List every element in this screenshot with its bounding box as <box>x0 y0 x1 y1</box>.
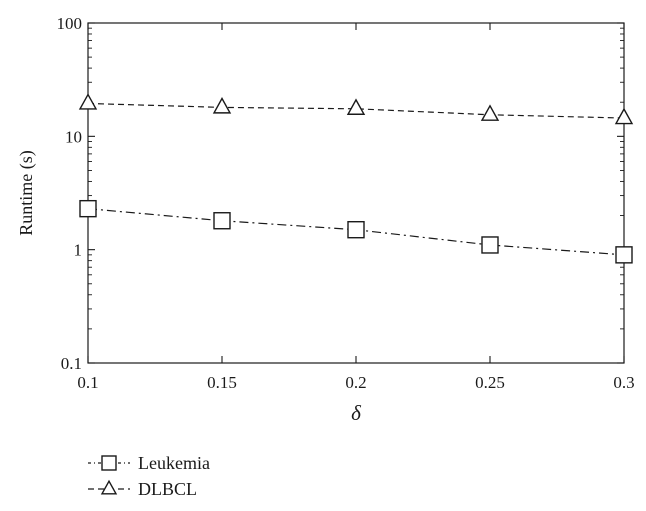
legend: Leukemia DLBCL <box>88 453 210 499</box>
legend-item-leukemia: Leukemia <box>88 453 210 473</box>
data-point-leukemia <box>481 236 499 254</box>
data-point-dlbcl <box>78 93 98 110</box>
y-tick-label: 1 <box>74 241 83 260</box>
legend-marker-dlbcl <box>100 479 118 495</box>
legend-marker-leukemia <box>101 455 117 471</box>
data-point-dlbcl <box>212 97 232 114</box>
series-leukemia <box>79 199 633 264</box>
y-tick-label: 0.1 <box>61 354 82 373</box>
legend-item-dlbcl: DLBCL <box>88 479 197 499</box>
data-point-leukemia <box>79 199 97 218</box>
data-point-dlbcl <box>480 104 500 121</box>
axes: 0.1 0.15 0.2 0.25 0.3 0.1 1 10 100 <box>57 14 635 392</box>
y-tick-label: 10 <box>65 127 82 146</box>
data-point-leukemia <box>347 221 365 239</box>
legend-label-leukemia: Leukemia <box>138 453 210 473</box>
plot-frame <box>87 22 625 364</box>
y-axis-label: Runtime (s) <box>16 150 37 236</box>
data-point-leukemia <box>615 246 633 264</box>
x-tick-label: 0.3 <box>613 373 634 392</box>
x-tick-label: 0.15 <box>207 373 237 392</box>
x-tick-label: 0.1 <box>77 373 98 392</box>
x-tick-label: 0.25 <box>475 373 505 392</box>
series-dlbcl <box>78 93 634 125</box>
data-point-leukemia <box>213 212 231 230</box>
series-group <box>78 93 634 264</box>
x-axis-label: δ <box>351 401 362 425</box>
y-tick-label: 100 <box>57 14 83 33</box>
data-point-dlbcl <box>346 98 366 115</box>
x-tick-label: 0.2 <box>345 373 366 392</box>
legend-label-dlbcl: DLBCL <box>138 479 197 499</box>
data-point-dlbcl <box>614 107 634 125</box>
